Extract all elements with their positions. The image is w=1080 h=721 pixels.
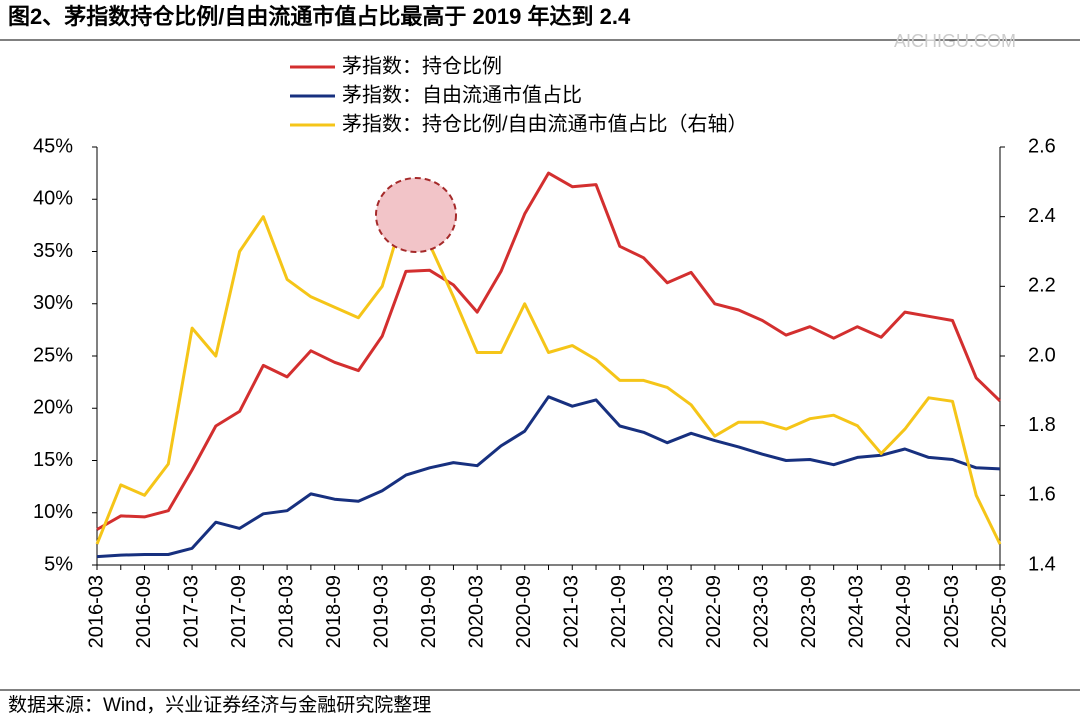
y2-tick-label: 2.2 (1028, 275, 1056, 297)
y2-tick-label: 2.0 (1028, 344, 1056, 366)
x-tick-label: 2021-09 (608, 575, 630, 648)
y2-tick-label: 1.6 (1028, 484, 1056, 506)
legend-label: 茅指数：持仓比例 (342, 54, 502, 77)
x-tick-label: 2016-03 (85, 575, 107, 648)
source: 数据来源：Wind，兴业证券经济与金融研究院整理 (8, 694, 431, 716)
x-tick-label: 2016-09 (133, 575, 155, 648)
y-tick-label: 45% (33, 135, 73, 157)
x-tick-label: 2024-03 (846, 575, 868, 648)
x-tick-label: 2025-03 (941, 575, 963, 648)
y-tick-label: 30% (33, 292, 73, 314)
x-tick-label: 2019-03 (370, 575, 392, 648)
x-tick-label: 2022-09 (703, 575, 725, 648)
x-tick-label: 2023-09 (798, 575, 820, 648)
chart-title: 图2、茅指数持仓比例/自由流通市值占比最高于 2019 年达到 2.4 (8, 4, 631, 29)
y-tick-label: 20% (33, 397, 73, 419)
x-tick-label: 2021-03 (561, 575, 583, 648)
y2-tick-label: 2.6 (1028, 135, 1056, 157)
watermark: AICHIGU.COM (894, 31, 1016, 51)
y2-tick-label: 1.8 (1028, 414, 1056, 436)
y-tick-label: 35% (33, 240, 73, 262)
y-tick-label: 40% (33, 188, 73, 210)
y-tick-label: 5% (44, 553, 73, 575)
x-tick-label: 2019-09 (418, 575, 440, 648)
x-tick-label: 2025-09 (988, 575, 1010, 648)
x-tick-label: 2018-09 (323, 575, 345, 648)
y-tick-label: 25% (33, 344, 73, 366)
y2-tick-label: 2.4 (1028, 205, 1056, 227)
x-tick-label: 2020-09 (513, 575, 535, 648)
series-line (96, 171, 1002, 531)
x-tick-label: 2023-03 (751, 575, 773, 648)
y-tick-label: 15% (33, 449, 73, 471)
series-line (95, 204, 1002, 545)
series-line (96, 395, 1001, 559)
x-tick-label: 2024-09 (893, 575, 915, 648)
x-tick-label: 2017-03 (180, 575, 202, 648)
x-tick-label: 2022-03 (656, 575, 678, 648)
x-tick-label: 2020-03 (465, 575, 487, 648)
x-tick-label: 2017-09 (228, 575, 250, 648)
y-tick-label: 10% (33, 501, 73, 523)
x-tick-label: 2018-03 (275, 575, 297, 648)
legend-label: 茅指数：持仓比例/自由流通市值占比（右轴） (342, 112, 748, 135)
legend-label: 茅指数：自由流通市值占比 (342, 83, 582, 106)
y2-tick-label: 1.4 (1028, 553, 1056, 575)
highlight-circle (375, 177, 457, 253)
